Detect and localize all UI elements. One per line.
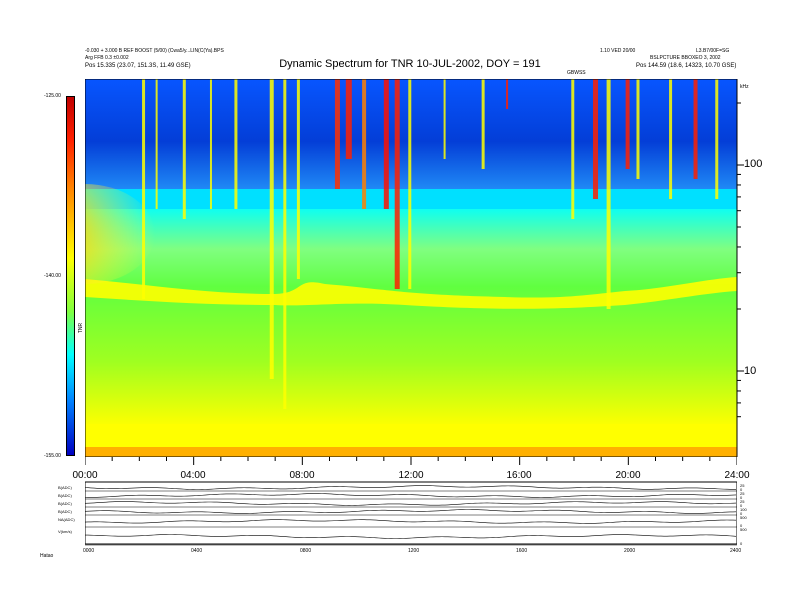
- burst-streak: [636, 79, 640, 179]
- bottom-x-tick-5: 2000: [624, 548, 636, 554]
- y-tick-100: 100: [744, 158, 763, 170]
- burst-streak: [571, 79, 575, 219]
- burst-streak: [506, 79, 509, 109]
- panel-tick-top: 25: [740, 499, 745, 504]
- burst-streak: [593, 79, 599, 199]
- y-tick-10: 10: [744, 365, 757, 377]
- panel-tick-bottom: 0: [740, 503, 743, 508]
- bottom-x-tick-6: 2400: [730, 548, 742, 554]
- panel-label: V(km/s): [58, 529, 72, 534]
- burst-streak: [345, 79, 352, 159]
- burst-streak: [606, 79, 611, 309]
- bottom-orange-band: [85, 447, 737, 457]
- burst-streak: [283, 79, 287, 409]
- burst-streak: [334, 79, 340, 189]
- burst-streak: [182, 79, 186, 219]
- panel-tick-top: 25: [740, 483, 745, 488]
- bottom-left-label: Hatao: [40, 553, 54, 559]
- header-left-line3: Pos 15.335 (23.07, 151.3S, 11.49 GSE): [85, 63, 191, 69]
- panel-label: B(ADC): [58, 501, 72, 506]
- panel-trace: [85, 485, 737, 490]
- burst-streak: [625, 79, 630, 169]
- burst-streaks: [142, 79, 719, 409]
- y-unit-label: kHz: [740, 84, 749, 90]
- header-left-line1: -0.030 + 3.000 B REF BOOST (5/00) (Cwa5/…: [85, 48, 224, 54]
- header-right-line1: 1.10 VED 20/00: [600, 48, 636, 54]
- panel-label: B(ADC): [58, 509, 72, 514]
- spectrogram: [85, 79, 737, 457]
- panel-tick-top: 25: [740, 491, 745, 496]
- header-right-line3: Pos 144.59 (18.6, 14323, 10.70 GSE): [636, 63, 737, 69]
- header-left-line2: Arg FFB 0.3 ±0.002: [85, 55, 129, 61]
- header-right-line1b: L3.B7/00F=SG: [696, 48, 730, 54]
- burst-streak: [362, 79, 367, 209]
- burst-streak: [296, 79, 300, 279]
- x-tick-2000: 20:00: [615, 470, 641, 481]
- panel-tick-bottom: 0: [740, 487, 743, 492]
- colorbar-tick-mid: -140.00: [44, 273, 61, 279]
- burst-streak: [209, 79, 212, 209]
- header-right-line2: BSLPCTURE BBOXEO 3, 2002: [650, 55, 721, 61]
- panel-tick-bottom: 0: [740, 511, 743, 516]
- panel-tick-top: 500: [740, 527, 747, 532]
- x-tick-0800: 08:00: [289, 470, 315, 481]
- burst-streak: [715, 79, 719, 199]
- panel-tick-bottom: 0: [740, 495, 743, 500]
- bottom-x-tick-3: 1200: [408, 548, 420, 554]
- burst-streak: [142, 79, 146, 299]
- panel-frame: [85, 481, 737, 545]
- burst-streak: [155, 79, 158, 209]
- burst-streak: [443, 79, 446, 159]
- chart-title: Dynamic Spectrum for TNR 10-JUL-2002, DO…: [279, 58, 541, 70]
- x-tick-0000: 00:00: [72, 470, 98, 481]
- warm-region: [85, 184, 155, 284]
- x-tick-1200: 12:00: [398, 470, 424, 481]
- burst-streak: [269, 79, 274, 379]
- colorbar: [66, 96, 75, 456]
- panel-trace: [85, 519, 737, 524]
- panel-tick-bottom: 0: [740, 541, 743, 546]
- burst-streak: [481, 79, 485, 169]
- x-tick-2400: 24:00: [724, 470, 750, 481]
- parameter-panels: [85, 481, 737, 546]
- x-tick-0400: 04:00: [180, 470, 206, 481]
- colorbar-label: TNR: [78, 322, 85, 334]
- x-axis-ticks: [85, 457, 737, 465]
- panel-tick-top: 100: [740, 507, 747, 512]
- bottom-x-tick-0: 0000: [83, 548, 95, 554]
- right-axis-ticks: [737, 102, 744, 418]
- panel-tick-top: 500: [740, 515, 747, 520]
- panel-trace: [85, 501, 737, 506]
- panel-tick-bottom: 0: [740, 523, 743, 528]
- panel-trace: [85, 534, 737, 539]
- header-mid-marker: GBWSS: [567, 70, 586, 76]
- burst-streak: [669, 79, 673, 199]
- colorbar-tick-bottom: -155.00: [44, 453, 61, 459]
- panel-trace: [85, 493, 737, 498]
- right-axis: [737, 79, 744, 457]
- bottom-x-tick-4: 1600: [516, 548, 528, 554]
- colorbar-tick-top: -125.00: [44, 93, 61, 99]
- plasma-line-band: [85, 277, 737, 309]
- panel-trace: [85, 509, 737, 514]
- burst-streak: [394, 79, 400, 289]
- panel-label: B(ADC): [58, 485, 72, 490]
- burst-streak: [234, 79, 238, 209]
- burst-streak: [383, 79, 389, 209]
- bottom-x-tick-1: 0400: [191, 548, 203, 554]
- panel-label: NA(ADC): [58, 517, 75, 522]
- burst-streak: [408, 79, 412, 289]
- panel-label: B(ADC): [58, 493, 72, 498]
- bottom-x-tick-2: 0800: [300, 548, 312, 554]
- burst-streak: [693, 79, 698, 179]
- x-tick-1600: 16:00: [506, 470, 532, 481]
